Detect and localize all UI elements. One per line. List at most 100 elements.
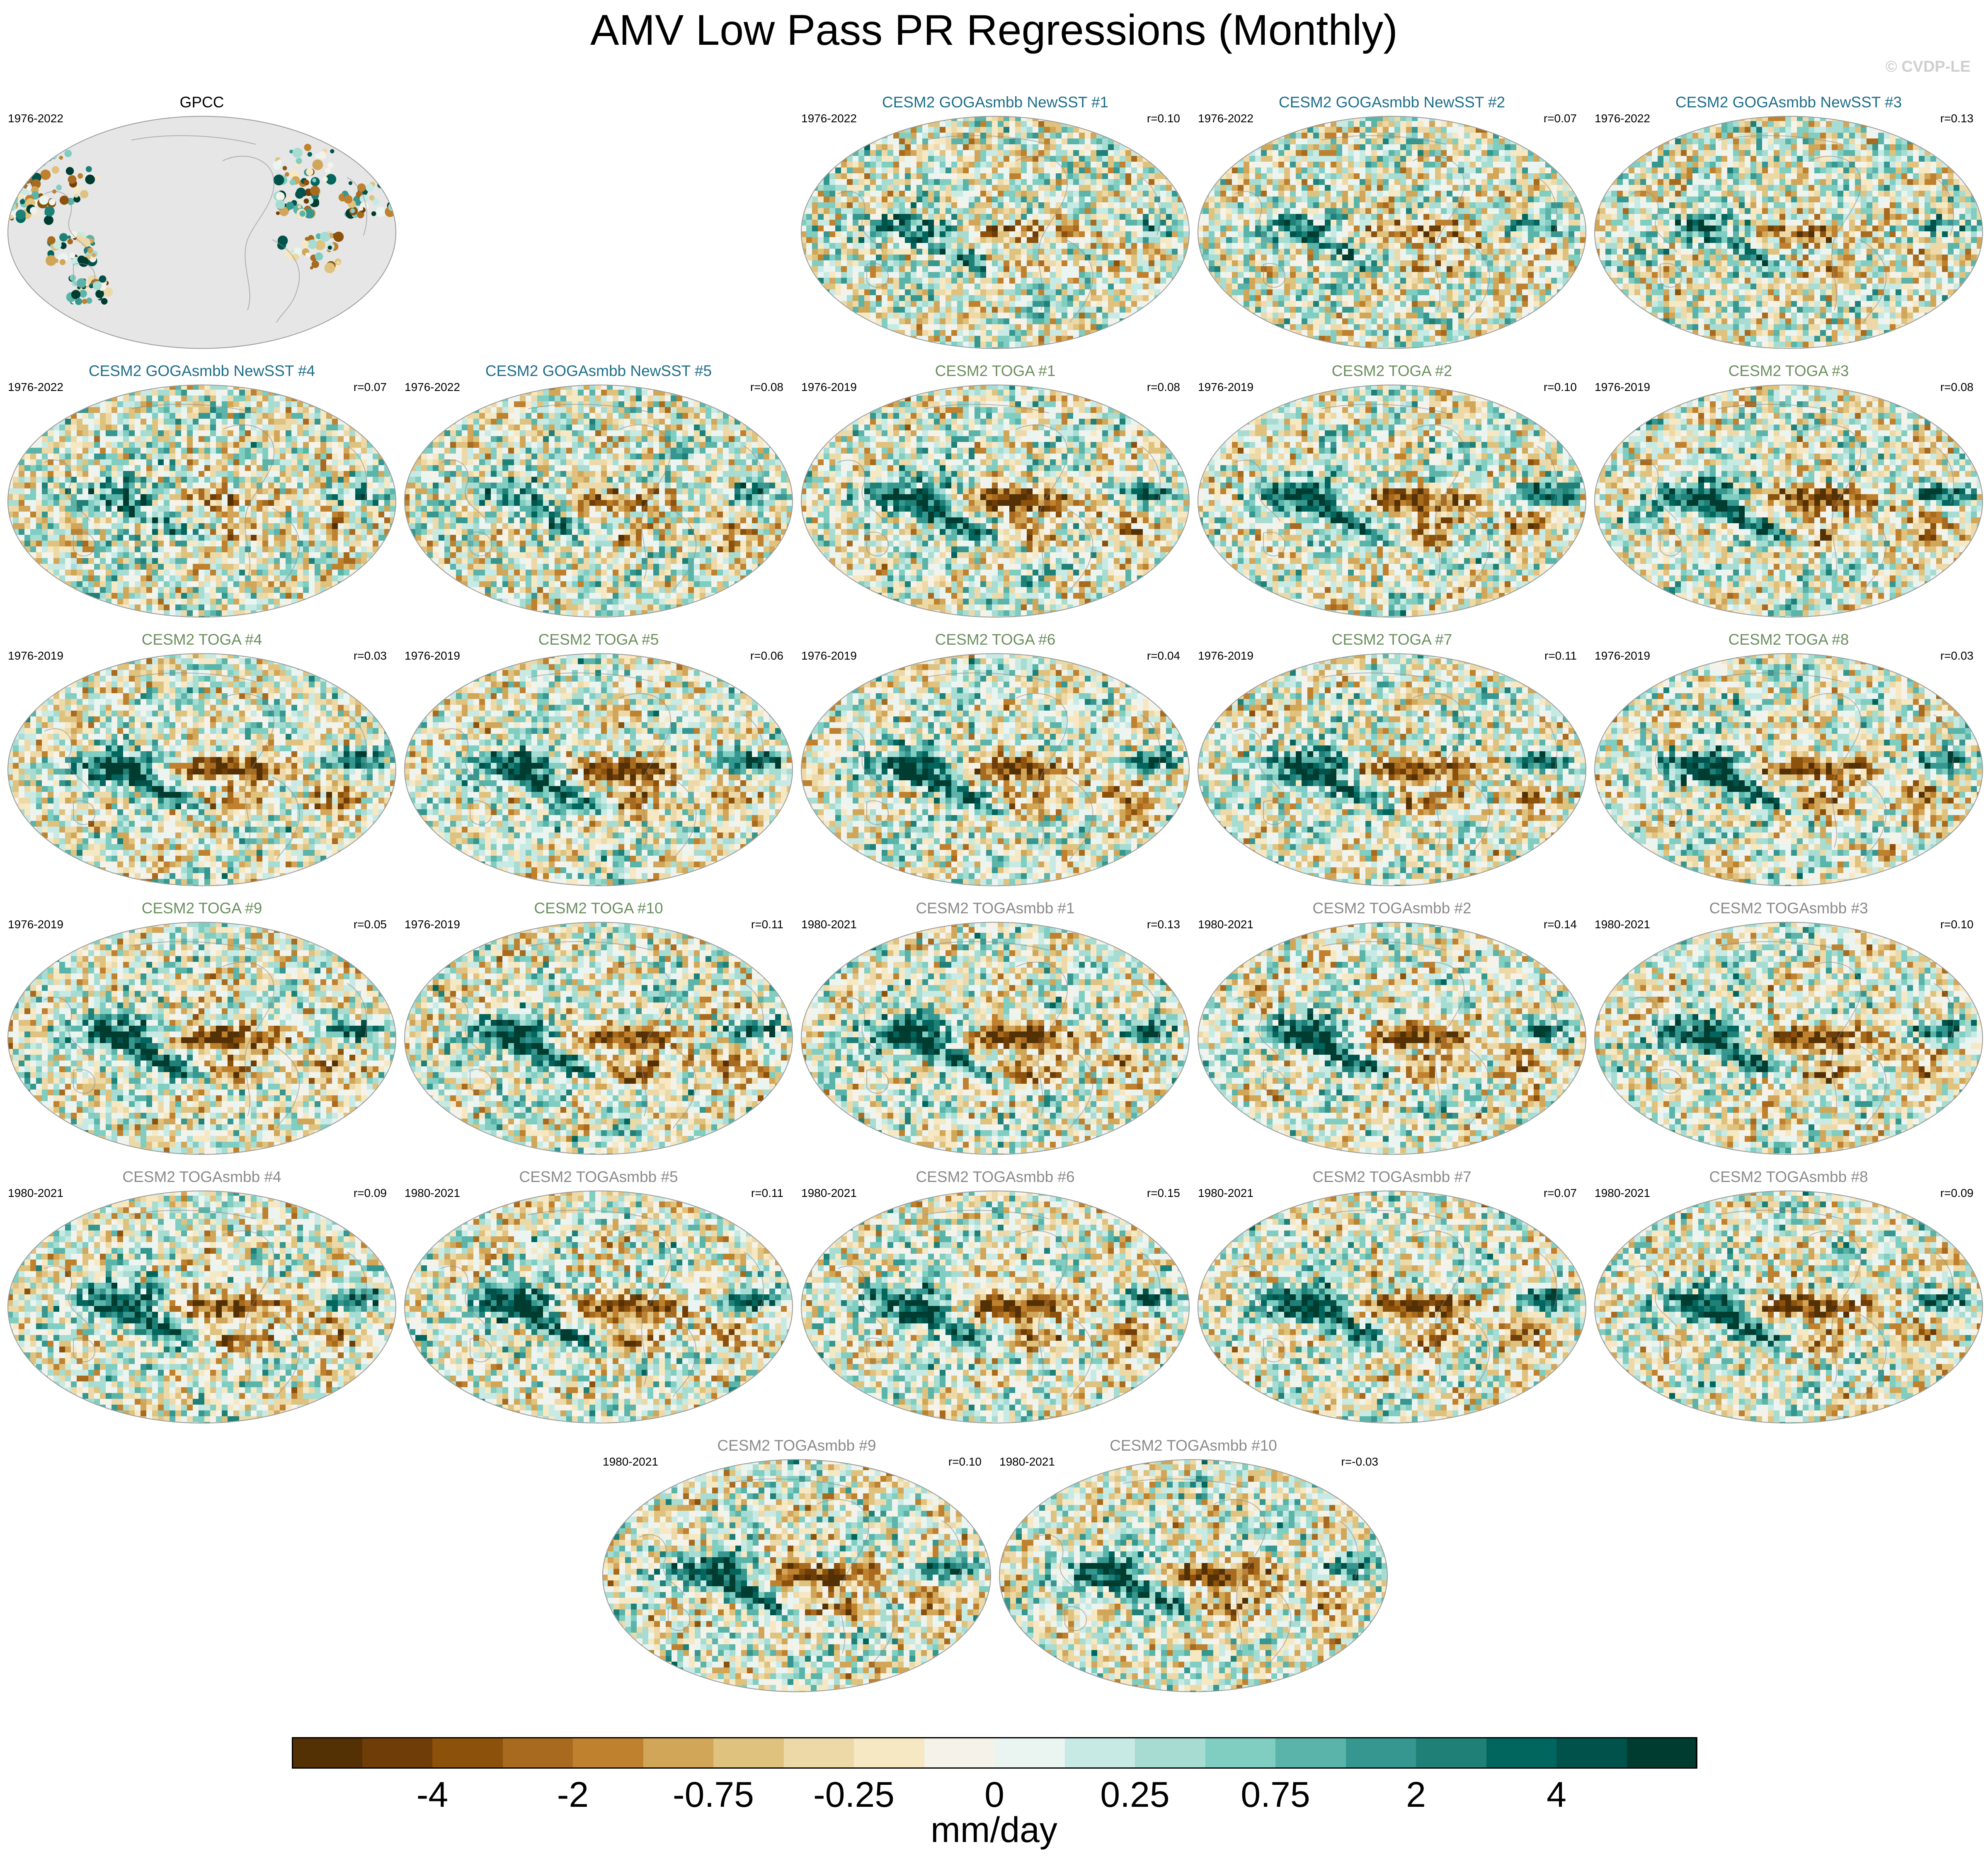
regression-map xyxy=(800,921,1190,1155)
colorbar-segment xyxy=(1416,1737,1486,1769)
map-panel: CESM2 TOGA #9 1976-2019 r=0.05 xyxy=(7,896,397,1155)
colorbar-segment xyxy=(1065,1737,1135,1769)
map-panel: CESM2 GOGAsmbb NewSST #4 1976-2022 r=0.07 xyxy=(7,359,397,618)
panel-title: CESM2 TOGA #5 xyxy=(404,631,793,648)
map-panel: CESM2 GOGAsmbb NewSST #5 1976-2022 r=0.08 xyxy=(404,359,793,618)
colorbar-segment xyxy=(713,1737,784,1769)
map-panel: CESM2 TOGAsmbb #5 1980-2021 r=0.11 xyxy=(404,1165,793,1424)
regression-map xyxy=(1594,1190,1983,1424)
map-panel: CESM2 TOGAsmbb #8 1980-2021 r=0.09 xyxy=(1594,1165,1983,1424)
panel-title: CESM2 TOGAsmbb #8 xyxy=(1594,1168,1983,1186)
map-panel: CESM2 TOGA #1 1976-2019 r=0.08 xyxy=(800,359,1190,618)
panel-title: CESM2 GOGAsmbb NewSST #2 xyxy=(1197,94,1587,111)
panel-title: CESM2 TOGA #4 xyxy=(7,631,397,648)
regression-map xyxy=(1197,921,1587,1155)
map-panel: CESM2 TOGA #7 1976-2019 r=0.11 xyxy=(1197,628,1587,887)
panel-title: CESM2 TOGA #3 xyxy=(1594,362,1983,380)
map-panel: CESM2 TOGA #6 1976-2019 r=0.04 xyxy=(800,628,1190,887)
map-panel: CESM2 GOGAsmbb NewSST #3 1976-2022 r=0.13 xyxy=(1594,90,1983,350)
map-panel: CESM2 TOGA #3 1976-2019 r=0.08 xyxy=(1594,359,1983,618)
regression-map xyxy=(404,1190,793,1424)
map-panel: CESM2 TOGA #8 1976-2019 r=0.03 xyxy=(1594,628,1983,887)
panel-title: CESM2 TOGAsmbb #10 xyxy=(999,1437,1388,1454)
regression-map xyxy=(404,653,793,887)
panel-title: CESM2 TOGA #2 xyxy=(1197,362,1587,380)
panel-title: CESM2 TOGA #6 xyxy=(800,631,1190,648)
colorbar-segment xyxy=(994,1737,1065,1769)
panel-title: CESM2 TOGA #10 xyxy=(404,900,793,917)
colorbar-segment xyxy=(432,1737,503,1769)
regression-map xyxy=(1197,115,1587,350)
regression-map xyxy=(999,1459,1388,1693)
map-panel: CESM2 TOGAsmbb #3 1980-2021 r=0.10 xyxy=(1594,896,1983,1155)
regression-map xyxy=(404,921,793,1155)
panel-title: CESM2 GOGAsmbb NewSST #5 xyxy=(404,362,793,380)
colorbar-segment xyxy=(1135,1737,1205,1769)
panel-title: CESM2 GOGAsmbb NewSST #4 xyxy=(7,362,397,380)
map-panel: CESM2 TOGAsmbb #1 1980-2021 r=0.13 xyxy=(800,896,1190,1155)
regression-map xyxy=(1594,115,1983,350)
map-panel: CESM2 TOGA #4 1976-2019 r=0.03 xyxy=(7,628,397,887)
colorbar-segment xyxy=(1486,1737,1557,1769)
regression-map xyxy=(602,1459,992,1693)
map-panel: CESM2 GOGAsmbb NewSST #1 1976-2022 r=0.10 xyxy=(800,90,1190,350)
regression-map xyxy=(1197,653,1587,887)
colorbar-segment xyxy=(643,1737,714,1769)
figure-title: AMV Low Pass PR Regressions (Monthly) xyxy=(0,6,1988,56)
panel-title: CESM2 TOGA #8 xyxy=(1594,631,1983,648)
map-panel: CESM2 TOGAsmbb #2 1980-2021 r=0.14 xyxy=(1197,896,1587,1155)
regression-map xyxy=(800,115,1190,350)
colorbar-segment xyxy=(854,1737,924,1769)
panel-title: CESM2 TOGAsmbb #9 xyxy=(602,1437,992,1454)
regression-map xyxy=(7,115,397,350)
credit-text: © CVDP-LE xyxy=(1886,58,1971,76)
panel-title: CESM2 TOGAsmbb #7 xyxy=(1197,1168,1587,1186)
regression-map xyxy=(800,653,1190,887)
panel-title: CESM2 TOGAsmbb #2 xyxy=(1197,900,1587,917)
map-panel: CESM2 GOGAsmbb NewSST #2 1976-2022 r=0.07 xyxy=(1197,90,1587,350)
panel-title: CESM2 TOGAsmbb #1 xyxy=(800,900,1190,917)
regression-map xyxy=(7,384,397,618)
colorbar-segment xyxy=(573,1737,643,1769)
map-panel: CESM2 TOGAsmbb #6 1980-2021 r=0.15 xyxy=(800,1165,1190,1424)
map-panel: CESM2 TOGAsmbb #7 1980-2021 r=0.07 xyxy=(1197,1165,1587,1424)
map-panel: CESM2 TOGAsmbb #4 1980-2021 r=0.09 xyxy=(7,1165,397,1424)
regression-map xyxy=(800,1190,1190,1424)
panel-title: CESM2 TOGAsmbb #3 xyxy=(1594,900,1983,917)
panel-title: CESM2 TOGA #7 xyxy=(1197,631,1587,648)
panel-title: CESM2 TOGAsmbb #4 xyxy=(7,1168,397,1186)
colorbar-segment xyxy=(503,1737,573,1769)
colorbar-segment xyxy=(362,1737,433,1769)
map-panel: GPCC 1976-2022 xyxy=(7,90,397,350)
colorbar-segment xyxy=(1556,1737,1627,1769)
map-panel: CESM2 TOGA #10 1976-2019 r=0.11 xyxy=(404,896,793,1155)
map-panel: CESM2 TOGAsmbb #10 1980-2021 r=-0.03 xyxy=(999,1434,1388,1693)
regression-map xyxy=(800,384,1190,618)
panel-title: GPCC xyxy=(7,94,397,111)
colorbar-segment xyxy=(784,1737,854,1769)
regression-map xyxy=(7,653,397,887)
panel-title: CESM2 TOGAsmbb #5 xyxy=(404,1168,793,1186)
regression-map xyxy=(1197,384,1587,618)
map-panel: CESM2 TOGAsmbb #9 1980-2021 r=0.10 xyxy=(602,1434,992,1693)
colorbar-segment xyxy=(1275,1737,1346,1769)
colorbar-segment xyxy=(924,1737,995,1769)
panel-title: CESM2 TOGA #9 xyxy=(7,900,397,917)
panel-title: CESM2 TOGA #1 xyxy=(800,362,1190,380)
map-panel: CESM2 TOGA #5 1976-2019 r=0.06 xyxy=(404,628,793,887)
regression-map xyxy=(404,384,793,618)
colorbar-units: mm/day xyxy=(0,1810,1988,1851)
regression-map xyxy=(1197,1190,1587,1424)
colorbar-segment xyxy=(1346,1737,1416,1769)
panel-title: CESM2 GOGAsmbb NewSST #1 xyxy=(800,94,1190,111)
regression-map xyxy=(7,1190,397,1424)
regression-map xyxy=(1594,653,1983,887)
colorbar xyxy=(292,1737,1697,1769)
panel-title: CESM2 TOGAsmbb #6 xyxy=(800,1168,1190,1186)
regression-map xyxy=(1594,384,1983,618)
colorbar-segment xyxy=(1205,1737,1276,1769)
panel-title: CESM2 GOGAsmbb NewSST #3 xyxy=(1594,94,1983,111)
map-panel: CESM2 TOGA #2 1976-2019 r=0.10 xyxy=(1197,359,1587,618)
regression-map xyxy=(7,921,397,1155)
colorbar-segment xyxy=(1627,1737,1697,1769)
